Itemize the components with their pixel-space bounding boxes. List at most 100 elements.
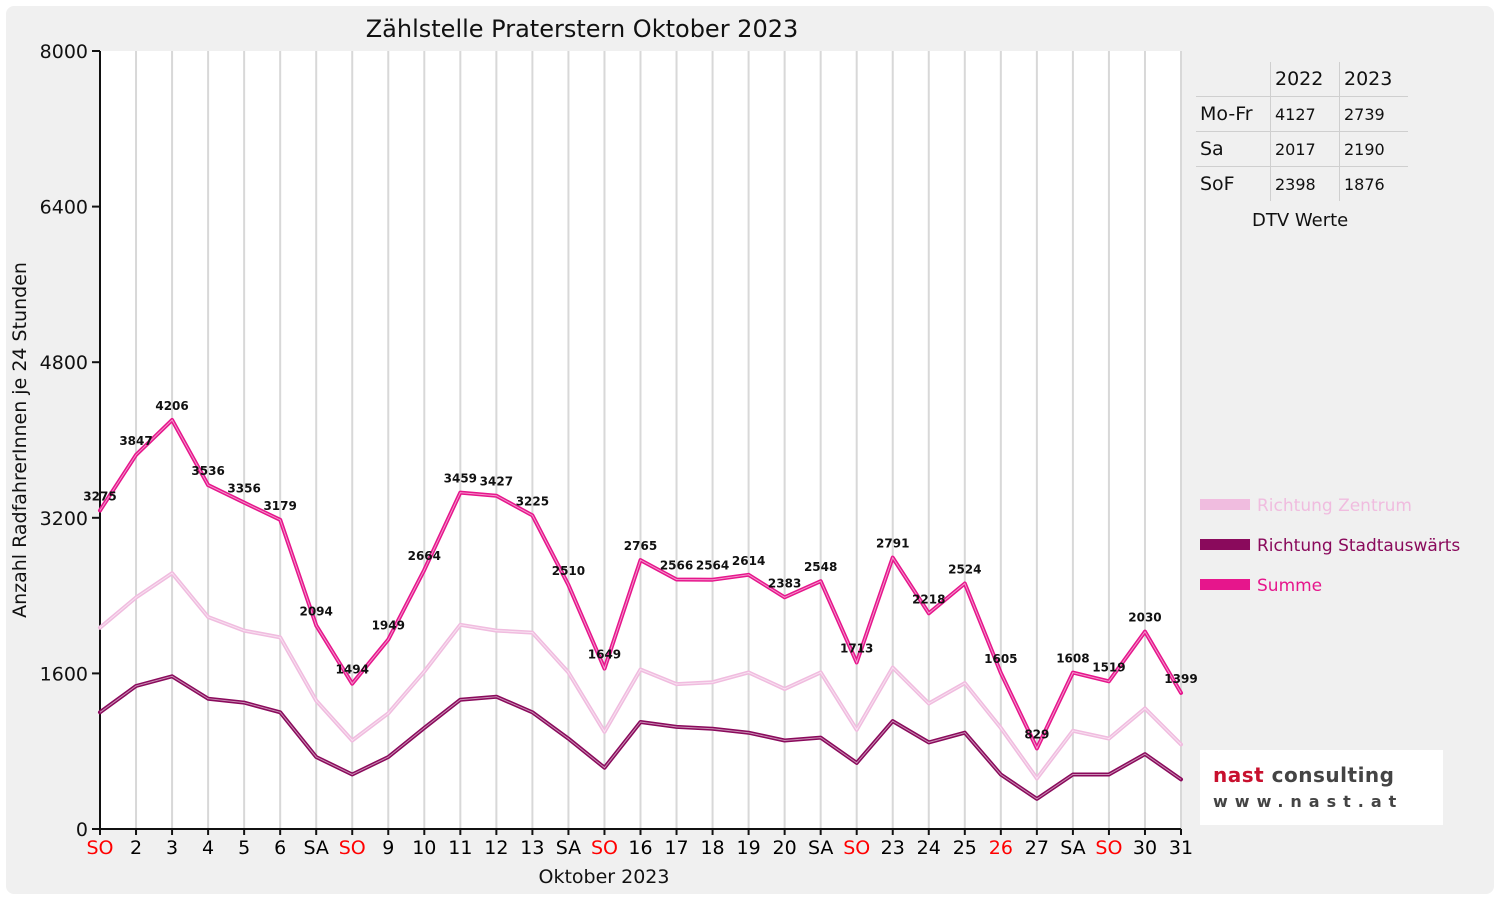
data-label: 2566 (660, 558, 693, 572)
data-label: 1605 (984, 652, 1017, 666)
logo-wordmark: nast consulting (1213, 763, 1394, 787)
data-label: 2383 (768, 576, 801, 590)
y-tick-label: 0 (76, 819, 88, 841)
data-label: 1399 (1164, 672, 1197, 686)
y-tick-label: 4800 (40, 352, 88, 374)
legend-label: Summe (1257, 576, 1322, 596)
data-label: 2548 (804, 560, 837, 574)
x-tick-label: 24 (917, 837, 941, 859)
dtv-row-label: SoF (1200, 173, 1235, 195)
x-tick-label: 31 (1169, 837, 1193, 859)
legend-label: Richtung Stadtauswärts (1257, 536, 1460, 556)
series-line-highlight-2 (99, 675, 1182, 800)
data-label: 2791 (876, 537, 909, 551)
x-tick-label: SA (556, 837, 581, 859)
dtv-row: Sa 2017 2190 (1196, 131, 1408, 167)
y-tick-label: 8000 (40, 41, 88, 63)
legend-swatch (1200, 539, 1250, 550)
x-tick-label: 12 (484, 837, 508, 859)
dtv-row: SoF 2398 1876 (1196, 166, 1408, 201)
data-label: 2030 (1128, 611, 1161, 625)
data-label: 3225 (516, 494, 549, 508)
data-label: 1649 (588, 648, 621, 662)
x-axis-label: Oktober 2023 (539, 866, 670, 888)
x-tick-label: 23 (881, 837, 905, 859)
data-label: 3275 (83, 490, 116, 504)
data-label: 3459 (444, 472, 477, 486)
legend-swatch (1200, 579, 1250, 590)
dtv-value-2022: 2017 (1270, 131, 1340, 167)
data-label: 2094 (299, 604, 332, 618)
dtv-value-2022: 2398 (1270, 166, 1340, 201)
data-label: 4206 (155, 399, 188, 413)
data-label: 2614 (732, 554, 765, 568)
dtv-value-2023: 1876 (1339, 166, 1408, 201)
data-label: 1608 (1056, 652, 1089, 666)
logo-word-consulting: consulting (1271, 763, 1395, 787)
x-tick-label: 11 (448, 837, 472, 859)
dtv-row: Mo-Fr 4127 2739 (1196, 96, 1408, 132)
x-tick-label: SA (1060, 837, 1085, 859)
dtv-row-label: Mo-Fr (1196, 96, 1271, 132)
data-label: 1949 (372, 618, 405, 632)
data-label: 1494 (336, 663, 369, 677)
x-tick-label: 16 (628, 837, 652, 859)
y-tick-label: 6400 (40, 197, 88, 219)
legend: Richtung Zentrum Richtung Stadtauswärts Su… (1200, 496, 1460, 596)
logo-url: www.nast.at (1213, 792, 1404, 811)
dtv-header-2023: 2023 (1339, 62, 1408, 97)
x-tick-label: 6 (274, 837, 286, 859)
dtv-header-empty (1196, 62, 1271, 97)
x-tick-label: SA (303, 837, 328, 859)
x-tick-label: SO (843, 837, 870, 859)
data-label: 2510 (552, 564, 585, 578)
x-tick-label: SO (1095, 837, 1122, 859)
logo-word-nast: nast (1213, 763, 1265, 787)
data-label: 3356 (227, 482, 260, 496)
nast-consulting-logo: nast consulting www.nast.at (1200, 750, 1443, 825)
x-tick-label: 27 (1025, 837, 1049, 859)
data-label: 1713 (840, 641, 873, 655)
data-label: 1519 (1092, 660, 1125, 674)
dtv-value-2023: 2190 (1339, 131, 1408, 167)
dtv-table: 2022 2023 Mo-Fr 4127 2739 Sa 2017 2190 S… (1196, 62, 1416, 201)
series-layer (98, 418, 1183, 801)
x-tick-label: SO (591, 837, 618, 859)
y-tick-label: 1600 (40, 663, 88, 685)
dtv-row-label: Sa (1196, 131, 1271, 167)
x-tick-label: 25 (953, 837, 977, 859)
data-label: 2218 (912, 592, 945, 606)
x-tick-label: 30 (1133, 837, 1157, 859)
data-label: 829 (1024, 727, 1049, 741)
x-tick-label: 4 (202, 837, 214, 859)
legend-swatch (1200, 499, 1250, 510)
data-label: 2524 (948, 563, 981, 577)
x-tick-label: 3 (166, 837, 178, 859)
x-tick-label: 13 (520, 837, 544, 859)
grid-lines (135, 51, 1182, 829)
x-tick-label: 20 (773, 837, 797, 859)
data-label: 2664 (408, 549, 441, 563)
series-line-highlight-1 (99, 572, 1182, 780)
data-label: 2765 (624, 539, 657, 553)
x-tick-label: 18 (700, 837, 724, 859)
data-label: 2564 (696, 559, 729, 573)
x-tick-label: SO (339, 837, 366, 859)
series-line-highlight-3 (99, 419, 1182, 750)
dtv-value-2023: 2739 (1339, 96, 1408, 132)
x-tick-label: SO (86, 837, 113, 859)
x-tick-label: 2 (130, 837, 142, 859)
data-label: 3179 (263, 499, 296, 513)
legend-label: Richtung Zentrum (1257, 496, 1412, 516)
data-label: 3847 (119, 434, 152, 448)
x-tick-label: 17 (664, 837, 688, 859)
x-tick-label: 10 (412, 837, 436, 859)
x-tick-label: 5 (238, 837, 250, 859)
chart-title: Zählstelle Praterstern Oktober 2023 (366, 15, 799, 43)
dtv-caption: DTV Werte (1252, 210, 1349, 231)
data-label: 3427 (480, 475, 513, 489)
x-tick-label: 9 (382, 837, 394, 859)
